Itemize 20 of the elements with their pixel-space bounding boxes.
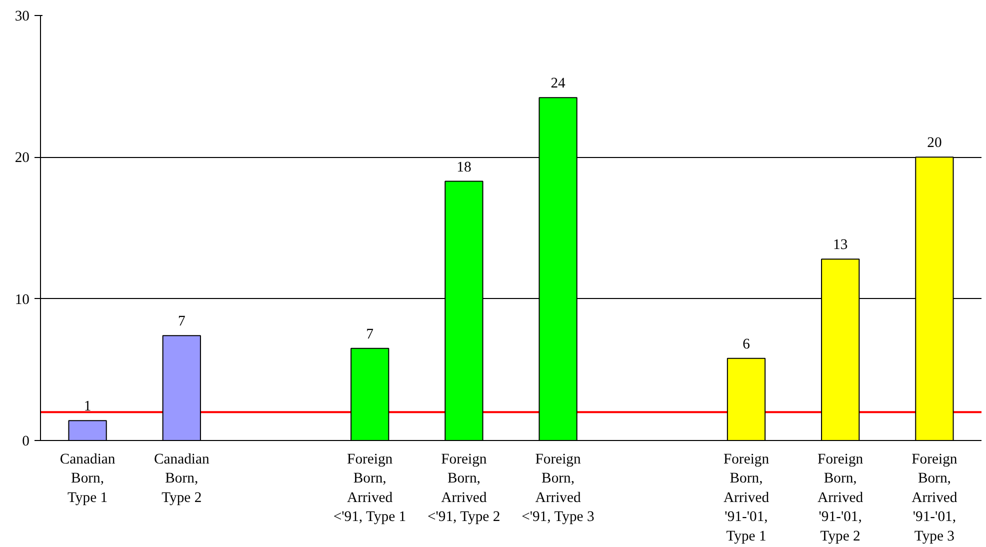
- x-tick-label: Foreign Born, Arrived '91-'01, Type 2: [818, 452, 864, 544]
- data-label: 6: [742, 336, 750, 352]
- y-tick-label: 20: [14, 150, 30, 166]
- data-label: 20: [927, 135, 942, 152]
- x-tick-label: Foreign Born, Arrived <'91, Type 3: [522, 452, 594, 526]
- x-tick-label: Canadian Born, Type 1: [60, 452, 116, 506]
- data-label: 18: [456, 159, 472, 176]
- x-tick-label: Foreign Born, Arrived '91-'01, Type 1: [723, 452, 770, 544]
- y-tick-label: 10: [14, 292, 30, 308]
- data-label: 13: [833, 237, 848, 254]
- data-label: 7: [178, 314, 186, 330]
- y-tick-label: 0: [22, 434, 30, 450]
- x-tick-label: Foreign Born, Arrived <'91, Type 2: [427, 452, 500, 526]
- data-label: 24: [550, 76, 566, 92]
- data-label: 7: [366, 326, 374, 342]
- x-tick-label: Foreign Born, Arrived '91-'01, Type 3: [912, 452, 958, 544]
- data-label: 1: [84, 398, 92, 415]
- y-tick-label: 30: [14, 8, 30, 24]
- x-tick-label: Foreign Born, Arrived <'91, Type 1: [333, 452, 406, 526]
- x-tick-label: Canadian Born, Type 2: [154, 452, 210, 506]
